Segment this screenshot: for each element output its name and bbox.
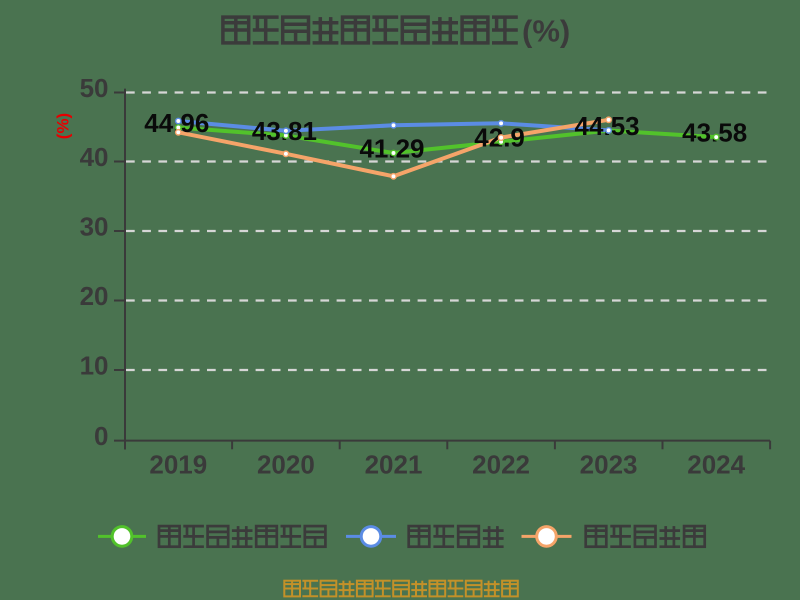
svg-text:41.29: 41.29	[359, 134, 424, 164]
svg-text:2019: 2019	[149, 450, 207, 480]
svg-text:50: 50	[80, 73, 109, 103]
svg-text:(%): (%)	[522, 14, 570, 49]
svg-text:2023: 2023	[580, 450, 638, 480]
svg-text:10: 10	[80, 351, 109, 381]
svg-text:40: 40	[80, 142, 109, 172]
svg-text:44.53: 44.53	[575, 111, 640, 141]
svg-text:2021: 2021	[365, 450, 423, 480]
svg-text:0: 0	[94, 421, 108, 451]
svg-text:(%): (%)	[54, 113, 73, 139]
svg-text:30: 30	[80, 212, 109, 242]
svg-text:2020: 2020	[257, 450, 315, 480]
svg-text:2022: 2022	[472, 450, 530, 480]
svg-text:20: 20	[80, 281, 109, 311]
svg-text:43.58: 43.58	[682, 118, 747, 148]
svg-text:2024: 2024	[687, 450, 745, 480]
